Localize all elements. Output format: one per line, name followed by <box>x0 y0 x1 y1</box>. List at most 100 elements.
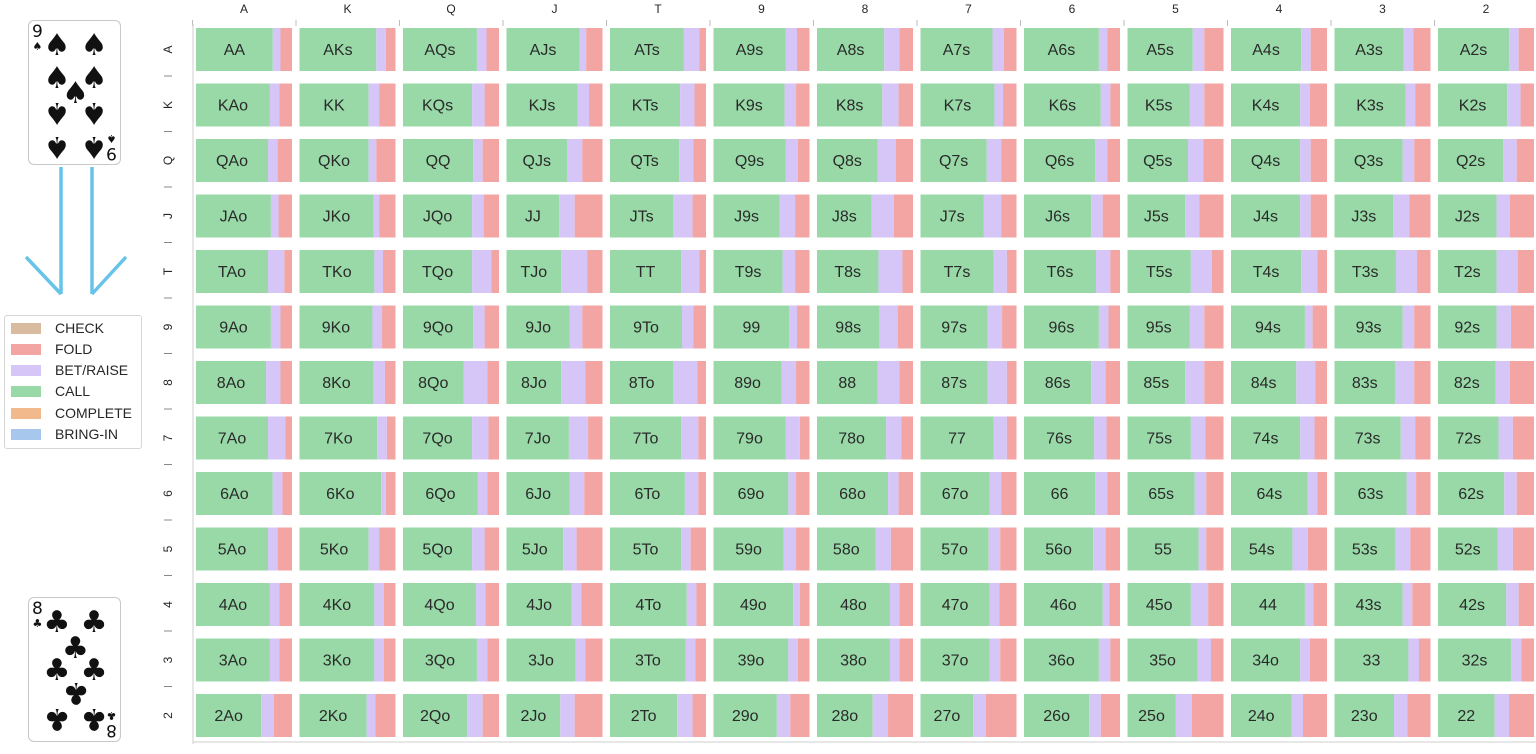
bar-fold-5Ko <box>379 527 396 571</box>
row-label-8: 8 <box>161 379 175 386</box>
bar-call-44 <box>1231 583 1305 626</box>
bar-call-79o <box>713 416 786 460</box>
bar-bet-raise-AJs <box>579 28 587 71</box>
bar-fold-KTs <box>694 83 706 127</box>
bar-fold-92s <box>1510 305 1534 349</box>
bar-fold-5To <box>690 527 706 571</box>
bar-bet-raise-A3s <box>1403 28 1414 71</box>
hand-cell-8Qo: 8Qo <box>403 361 499 404</box>
bar-fold-KK <box>379 83 396 127</box>
bar-fold-47o <box>999 583 1017 626</box>
hand-cell-53s: 53s <box>1334 527 1431 571</box>
bar-fold-23o <box>1407 694 1431 737</box>
hand-cell-4Qo: 4Qo <box>403 583 499 626</box>
bar-fold-45o <box>1208 583 1224 626</box>
bar-bet-raise-K3s <box>1405 83 1416 127</box>
hand-label-JJ: JJ <box>525 209 541 226</box>
bar-fold-9Ao <box>280 305 292 349</box>
hand-label-QJs: QJs <box>523 153 551 170</box>
bar-fold-86s <box>1105 361 1120 404</box>
hand-label-78o: 78o <box>838 431 865 448</box>
hand-label-87s: 87s <box>941 375 967 392</box>
bar-call-4Ao <box>196 583 270 626</box>
bar-call-39o <box>713 638 789 682</box>
hand-label-9To: 9To <box>633 320 659 337</box>
hand-label-7Ko: 7Ko <box>324 431 353 448</box>
legend-label-fold: FOLD <box>55 341 93 357</box>
bar-fold-8Ko <box>384 361 396 404</box>
spade-icon: ♠ <box>80 27 108 63</box>
bar-fold-JKo <box>379 194 396 238</box>
hand-label-K3s: K3s <box>1356 98 1384 115</box>
hand-cell-6To: 6To <box>610 472 706 515</box>
hand-label-4To: 4To <box>636 597 662 614</box>
hand-cell-QKo: QKo <box>299 139 396 182</box>
hand-cell-K2s: K2s <box>1438 83 1534 127</box>
bar-bet-raise-4To <box>686 583 697 626</box>
hand-label-68o: 68o <box>839 486 866 503</box>
bar-bet-raise-A7s <box>992 28 1005 71</box>
legend-item-fold: FOLD <box>11 339 92 359</box>
bar-bet-raise-47o <box>989 583 1000 626</box>
bar-fold-33 <box>1418 638 1431 682</box>
bar-call-9Qo <box>403 305 474 349</box>
bar-bet-raise-8Ko <box>373 361 385 404</box>
hand-label-Q2s: Q2s <box>1456 153 1485 170</box>
spade-icon: ♠ <box>80 95 108 131</box>
bar-fold-7Ko <box>386 416 396 460</box>
bar-bet-raise-48o <box>889 583 900 626</box>
hand-cell-JQo: JQo <box>403 194 499 238</box>
hand-cell-5To: 5To <box>610 527 706 571</box>
hand-label-T7s: T7s <box>944 264 971 281</box>
bar-call-QJs <box>506 139 567 182</box>
hand-label-JTs: JTs <box>630 209 654 226</box>
hand-cell-77: 77 <box>920 416 1017 460</box>
hand-label-3To: 3To <box>635 653 661 670</box>
hand-cell-7Qo: 7Qo <box>403 416 499 460</box>
bar-bet-raise-29o <box>776 694 791 737</box>
hand-cell-67o: 67o <box>920 472 1017 515</box>
bar-fold-K3s <box>1415 83 1431 127</box>
hand-label-T5s: T5s <box>1146 264 1173 281</box>
bar-call-56o <box>1024 527 1094 571</box>
bar-bet-raise-58o <box>875 527 891 571</box>
bar-bet-raise-5To <box>681 527 691 571</box>
hand-label-K4s: K4s <box>1252 98 1280 115</box>
spade-icon: ♠ <box>106 132 117 145</box>
hand-label-59o: 59o <box>735 542 762 559</box>
bar-fold-A3s <box>1413 28 1431 71</box>
bar-call-JKo <box>299 194 374 238</box>
bar-fold-87s <box>1006 361 1017 404</box>
bar-fold-44 <box>1313 583 1327 626</box>
hand-label-56o: 56o <box>1045 542 1072 559</box>
bar-bet-raise-Q9s <box>785 139 798 182</box>
bar-bet-raise-53s <box>1394 527 1411 571</box>
bar-fold-28o <box>888 694 913 737</box>
hand-label-9Ko: 9Ko <box>322 320 351 337</box>
hand-cell-8To: 8To <box>610 361 706 404</box>
bar-call-Q3s <box>1334 139 1403 182</box>
bar-bet-raise-QTs <box>679 139 694 182</box>
bar-call-6Ko <box>299 472 382 515</box>
bar-fold-K2s <box>1520 83 1534 127</box>
hand-label-44: 44 <box>1259 597 1277 614</box>
spade-icon: ♠ <box>32 40 43 53</box>
club-icon: ♣ <box>43 604 71 640</box>
hand-cell-J6s: J6s <box>1024 194 1120 238</box>
bar-call-J6s <box>1024 194 1092 238</box>
hand-label-T2s: T2s <box>1454 264 1481 281</box>
row-label-J: J <box>161 213 175 219</box>
column-label-9: 9 <box>758 2 765 16</box>
bar-bet-raise-6To <box>684 472 699 515</box>
hand-cell-2Ko: 2Ko <box>299 694 396 737</box>
hand-label-2Qo: 2Qo <box>420 708 450 725</box>
hand-cell-3Ao: 3Ao <box>196 638 292 682</box>
bar-call-28o <box>817 694 873 737</box>
bar-fold-65s <box>1206 472 1224 515</box>
hand-cell-QAo: QAo <box>196 139 292 182</box>
hand-label-49o: 49o <box>740 597 767 614</box>
bar-call-8To <box>610 361 674 404</box>
hand-cell-2To: 2To <box>610 694 706 737</box>
hand-cell-93s: 93s <box>1334 305 1431 349</box>
bar-fold-AJs <box>586 28 603 71</box>
